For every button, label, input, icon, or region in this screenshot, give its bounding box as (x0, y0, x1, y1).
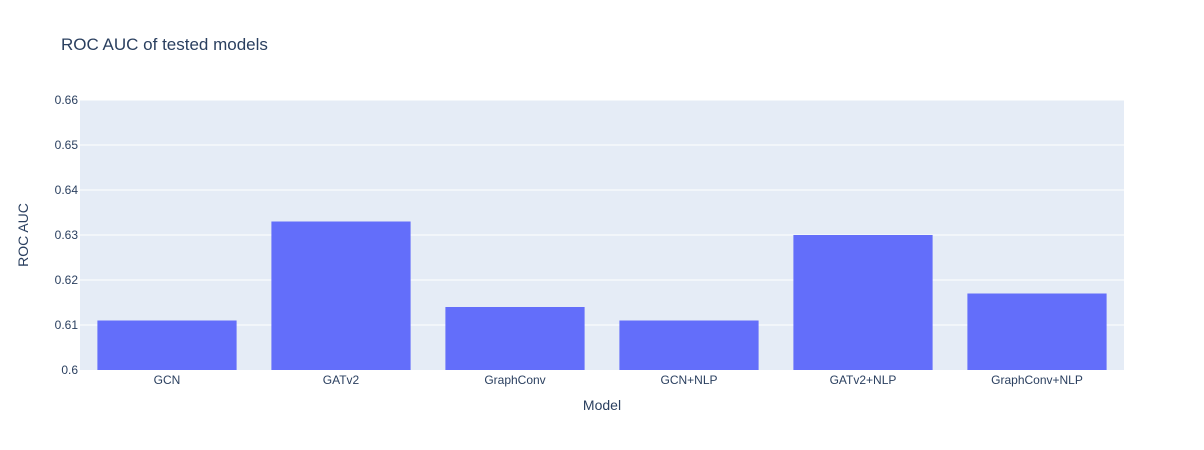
y-tick-label: 0.61 (55, 318, 79, 332)
y-tick-label: 0.64 (55, 183, 79, 197)
y-tick-label: 0.65 (55, 138, 79, 152)
chart-title: ROC AUC of tested models (61, 35, 268, 54)
y-tick-label: 0.6 (61, 363, 78, 377)
y-tick-label: 0.63 (55, 228, 79, 242)
bar-graphconv-nlp (967, 293, 1107, 370)
x-tick-label: GCN (154, 373, 181, 387)
y-axis-title: ROC AUC (15, 203, 31, 267)
bar-gcn (97, 320, 237, 370)
y-tick-label: 0.62 (55, 273, 79, 287)
x-tick-label: GraphConv+NLP (991, 373, 1083, 387)
bar-graphconv (445, 307, 585, 370)
bars (97, 221, 1107, 370)
y-tick-label: 0.66 (55, 93, 79, 107)
x-axis-ticks: GCN GATv2 GraphConv GCN+NLP GATv2+NLP GraphCo… (154, 373, 1083, 387)
gridlines (80, 99, 1124, 326)
x-axis-title: Model (583, 397, 621, 413)
y-axis-ticks: 0.6 0.61 0.62 0.63 0.64 0.65 0.66 (55, 93, 79, 377)
x-tick-label: GraphConv (484, 373, 545, 387)
x-tick-label: GATv2+NLP (830, 373, 897, 387)
x-tick-label: GATv2 (323, 373, 360, 387)
bar-gatv2 (271, 221, 411, 370)
x-tick-label: GCN+NLP (660, 373, 717, 387)
bar-gcn-nlp (619, 320, 759, 370)
bar-gatv2-nlp (793, 235, 933, 370)
